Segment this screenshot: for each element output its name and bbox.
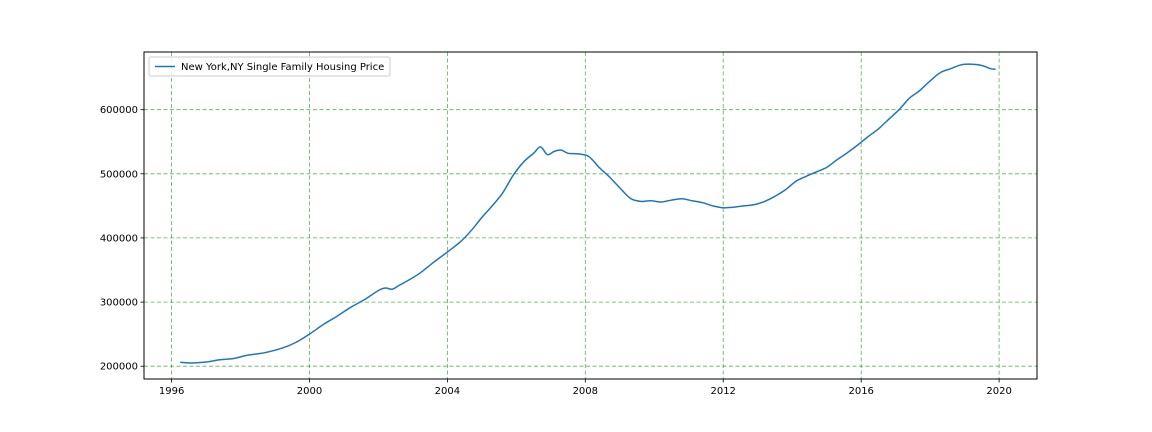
legend-label: New York,NY Single Family Housing Price [181,62,384,73]
plot-frame [143,51,1038,380]
x-tick-label: 2004 [435,386,460,397]
series-layer [180,63,996,364]
tick-layer: 1996 2000 2004 2008 2012 2016 2020 200000 300000… [100,105,1012,397]
x-tick-label: 2020 [986,386,1011,397]
x-tick-label: 2012 [710,386,735,397]
y-tick-label: 200000 [100,362,138,373]
series-line-0 [180,63,996,364]
legend-box [148,56,391,77]
y-tick-label: 600000 [100,105,138,116]
x-tick-label: 2000 [297,386,322,397]
y-tick-label: 400000 [100,233,138,244]
x-tick-label: 2016 [848,386,873,397]
y-tick-label: 300000 [100,298,138,309]
y-tick-label: 500000 [100,169,138,180]
legend: New York,NY Single Family Housing Price [148,56,391,77]
grid-layer [144,52,1037,379]
x-tick-label: 2008 [573,386,598,397]
x-tick-label: 1996 [159,386,184,397]
